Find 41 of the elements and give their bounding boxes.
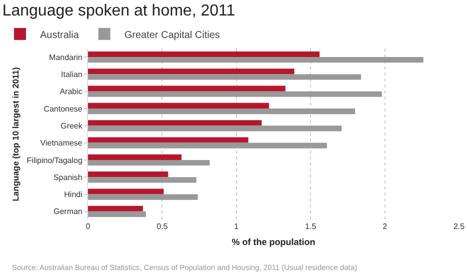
bar <box>88 137 248 143</box>
bar <box>88 108 356 114</box>
y-tick-label: Cantonese <box>44 104 83 114</box>
legend-label: Greater Capital Cities <box>124 30 220 41</box>
bar <box>88 126 342 132</box>
y-tick-label: Spanish <box>53 172 82 182</box>
bar <box>88 154 182 160</box>
y-tick-label: Vietnamese <box>40 138 83 148</box>
y-tick-label: German <box>53 207 82 216</box>
x-tick-label: 1.5 <box>305 222 317 231</box>
y-tick-label: Hindi <box>64 190 83 200</box>
bar <box>88 188 164 194</box>
bar <box>88 120 262 126</box>
x-axis-title: % of the population <box>232 236 316 247</box>
y-tick-label: Arabic <box>60 87 82 96</box>
x-tick-label: 0 <box>86 222 91 231</box>
bar <box>88 160 210 166</box>
y-tick-label: Italian <box>61 70 82 79</box>
bar <box>88 86 286 92</box>
y-tick-label: Greek <box>60 121 84 130</box>
y-tick-label: Mandarin <box>49 52 82 62</box>
x-tick-label: 0.5 <box>156 222 168 231</box>
bar <box>88 177 196 183</box>
x-tick-label: 2 <box>382 222 388 231</box>
bar <box>88 206 143 212</box>
bar <box>88 68 294 74</box>
legend-label: Australia <box>40 30 80 41</box>
x-tick-label: 1 <box>234 222 240 231</box>
bar <box>88 194 198 200</box>
y-tick-label: Filipino/Tagalog <box>26 156 82 165</box>
y-axis-title: Language (top 10 largest in 2011) <box>10 66 20 202</box>
bar <box>88 142 327 148</box>
chart-title: Language spoken at home, 2011 <box>2 2 236 20</box>
bar <box>88 91 382 97</box>
bar <box>88 51 320 58</box>
x-tick-label: 2.5 <box>453 222 466 231</box>
bar <box>88 211 146 217</box>
bar <box>88 102 270 108</box>
bar <box>88 172 168 178</box>
bar <box>88 57 424 63</box>
bar <box>88 74 362 80</box>
